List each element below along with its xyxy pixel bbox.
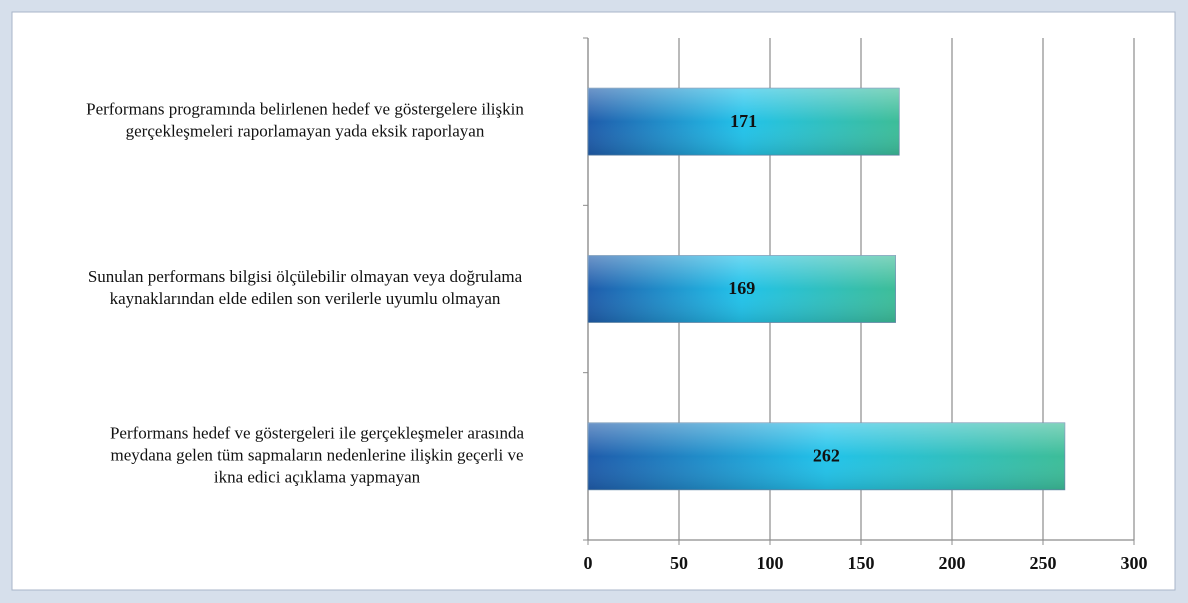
y-tick-label-line: ikna edici açıklama yapmayan bbox=[214, 467, 421, 486]
value-label: 169 bbox=[728, 278, 755, 298]
y-tick-label: Performans programında belirlenen hedef … bbox=[86, 100, 524, 141]
x-tick-label: 150 bbox=[848, 553, 875, 573]
bar-shine bbox=[588, 255, 896, 323]
x-tick-label: 50 bbox=[670, 553, 688, 573]
y-tick-label-line: Performans programında belirlenen hedef … bbox=[86, 100, 524, 119]
y-tick-label-line: meydana gelen tüm sapmaların nedenlerine… bbox=[110, 445, 523, 464]
x-tick-label: 100 bbox=[757, 553, 784, 573]
x-tick-label: 200 bbox=[939, 553, 966, 573]
bar-shine bbox=[588, 88, 900, 156]
bar-shine bbox=[588, 422, 1065, 490]
x-tick-label: 250 bbox=[1030, 553, 1057, 573]
x-tick-label: 300 bbox=[1121, 553, 1148, 573]
value-label: 171 bbox=[730, 111, 757, 131]
value-label: 262 bbox=[813, 445, 840, 465]
y-tick-label-line: Performans hedef ve göstergeleri ile ger… bbox=[110, 423, 525, 442]
y-tick-label-line: kaynaklarından elde edilen son verilerle… bbox=[110, 289, 501, 308]
y-tick-label-line: Sunulan performans bilgisi ölçülebilir o… bbox=[88, 267, 523, 286]
y-tick-label: Sunulan performans bilgisi ölçülebilir o… bbox=[88, 267, 523, 308]
y-tick-label-line: gerçekleşmeleri raporlamayan yada eksik … bbox=[126, 122, 485, 141]
y-tick-label: Performans hedef ve göstergeleri ile ger… bbox=[110, 423, 525, 486]
x-tick-label: 0 bbox=[584, 553, 593, 573]
